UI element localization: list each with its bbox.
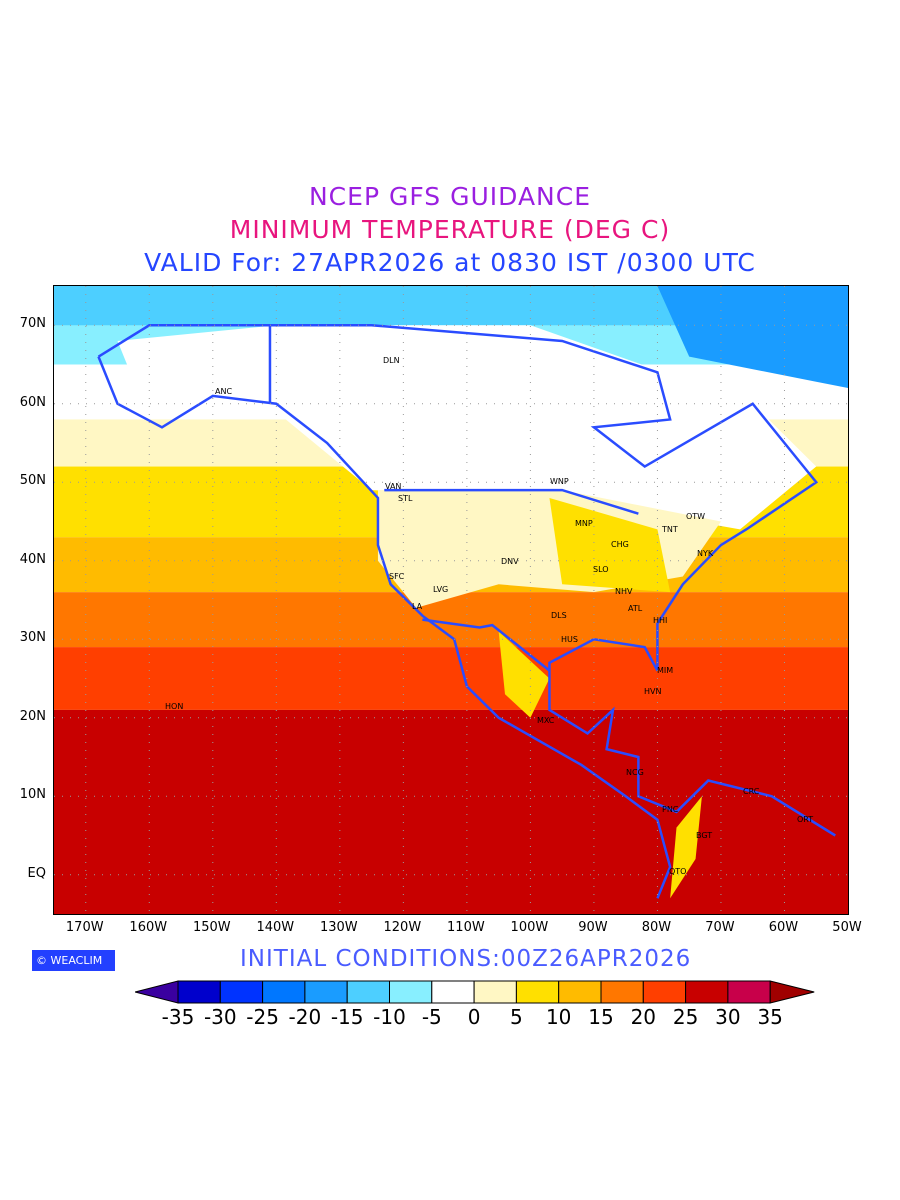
colorbar-swatch bbox=[727, 980, 771, 1004]
lon-label: 100W bbox=[510, 920, 549, 935]
lon-label: 110W bbox=[447, 920, 485, 935]
city-label-bgt: BGT bbox=[696, 831, 712, 840]
city-label-qto: QTO bbox=[669, 867, 686, 876]
lat-label: 70N bbox=[19, 316, 46, 332]
lat-label: 60N bbox=[19, 394, 46, 410]
colorbar-label: 0 bbox=[467, 1005, 481, 1029]
colorbar-label: -35 bbox=[161, 1005, 195, 1029]
colorbar-swatch bbox=[304, 980, 348, 1004]
colorbar-label: -30 bbox=[203, 1005, 237, 1029]
lat-label: 50N bbox=[19, 473, 46, 489]
title-line-1: NCEP GFS GUIDANCE bbox=[308, 182, 591, 211]
andes-highland bbox=[670, 796, 702, 899]
city-label-hon: HON bbox=[165, 702, 183, 711]
colorbar-under-arrow bbox=[135, 980, 179, 1004]
colorbar-label: -20 bbox=[288, 1005, 322, 1029]
colorbar-swatch bbox=[473, 980, 517, 1004]
lon-label: 50W bbox=[832, 920, 862, 935]
city-label-anc: ANC bbox=[215, 387, 232, 396]
us-east-region bbox=[549, 497, 671, 593]
city-label-ort: ORT bbox=[797, 815, 813, 824]
lon-label: 160W bbox=[129, 920, 168, 935]
colorbar-label: -25 bbox=[246, 1005, 279, 1029]
colorbar-label: 15 bbox=[588, 1005, 614, 1029]
initial-conditions: INITIAL CONDITIONS:00Z26APR2026 bbox=[240, 946, 692, 972]
city-label-nhv: NHV bbox=[615, 587, 633, 596]
colorbar-swatch bbox=[389, 980, 433, 1004]
city-label-chg: CHG bbox=[611, 540, 629, 549]
city-label-dls: DLS bbox=[551, 611, 567, 620]
colorbar-label: -10 bbox=[373, 1005, 406, 1029]
coastline bbox=[97, 324, 836, 899]
city-label-ncg: NCG bbox=[626, 768, 644, 777]
lat-label: 40N bbox=[19, 551, 46, 567]
colorbar-swatch bbox=[219, 980, 264, 1004]
city-label-atl: ATL bbox=[628, 604, 643, 613]
city-label-mnp: MNP bbox=[575, 519, 593, 528]
city-label-van: VAN bbox=[385, 482, 401, 491]
lat-label: 10N bbox=[19, 787, 46, 803]
city-label-lvg: LVG bbox=[433, 585, 448, 594]
title-line-3: VALID For: 27APR2026 at 0830 IST /0300 U… bbox=[144, 248, 756, 277]
title-line-2: MINIMUM TEMPERATURE (DEG C) bbox=[229, 215, 671, 244]
city-label-wnp: WNP bbox=[550, 477, 569, 486]
colorbar-label: 25 bbox=[672, 1005, 699, 1029]
lat-label: 30N bbox=[19, 630, 46, 646]
colorbar-label: 30 bbox=[715, 1005, 741, 1029]
city-label-dnv: DNV bbox=[501, 557, 519, 566]
colorbar bbox=[135, 980, 815, 1004]
temperature-band bbox=[54, 647, 848, 710]
lon-label: 70W bbox=[705, 920, 735, 935]
cold-region bbox=[657, 286, 848, 389]
lon-label: 150W bbox=[192, 920, 231, 935]
city-label-slo: SLO bbox=[593, 565, 609, 574]
colorbar-swatch bbox=[177, 980, 221, 1004]
lon-label: 130W bbox=[319, 920, 358, 935]
colorbar-label: 10 bbox=[545, 1005, 572, 1029]
colorbar-over-arrow bbox=[769, 980, 815, 1004]
city-label-hhi: HHI bbox=[653, 616, 667, 625]
lon-label: 60W bbox=[768, 920, 799, 935]
colorbar-swatch bbox=[685, 980, 729, 1004]
city-label-la: LA bbox=[412, 602, 423, 611]
colorbar-swatch bbox=[515, 980, 560, 1004]
lon-label: 170W bbox=[65, 920, 104, 935]
colorbar-label: 5 bbox=[510, 1005, 523, 1029]
lat-label: 20N bbox=[19, 708, 46, 724]
colorbar-swatch bbox=[558, 980, 602, 1004]
colorbar-label: 20 bbox=[630, 1005, 657, 1029]
borders bbox=[268, 325, 639, 672]
colorbar-label: -5 bbox=[421, 1005, 442, 1029]
lon-label: 120W bbox=[383, 920, 422, 935]
city-label-crc: CRC bbox=[743, 787, 760, 796]
colorbar-swatch bbox=[262, 980, 306, 1004]
city-label-pnc: PNC bbox=[662, 805, 679, 814]
city-label-mim: MIM bbox=[657, 666, 673, 675]
temperature-map: ANC DLN VAN STL WNP MNP TNT OTW CHG NYK DNV SLO SFC L… bbox=[53, 285, 849, 915]
colorbar-label: 35 bbox=[757, 1005, 783, 1029]
city-label-nyk: NYK bbox=[697, 549, 714, 558]
lat-label: EQ bbox=[27, 865, 46, 881]
colorbar-swatch bbox=[642, 980, 687, 1004]
city-label-sfc: SFC bbox=[389, 572, 405, 581]
colorbar-swatch bbox=[431, 980, 475, 1004]
city-label-hvn: HVN bbox=[644, 687, 661, 696]
temperature-band bbox=[54, 592, 848, 648]
city-label-tnt: TNT bbox=[661, 525, 678, 534]
lon-label: 80W bbox=[641, 920, 672, 935]
colorbar-swatch bbox=[600, 980, 644, 1004]
colorbar-label: -15 bbox=[330, 1005, 364, 1029]
city-label-hus: HUS bbox=[561, 635, 578, 644]
canada-region bbox=[117, 325, 817, 530]
mexico-highland bbox=[498, 631, 550, 718]
city-label-stl: STL bbox=[398, 494, 413, 503]
temperature-band bbox=[54, 709, 848, 914]
lon-label: 90W bbox=[578, 920, 608, 935]
lon-label: 140W bbox=[256, 920, 295, 935]
colorbar-swatch bbox=[346, 980, 390, 1004]
city-label-dln: DLN bbox=[383, 356, 400, 365]
city-label-mxc: MXC bbox=[537, 716, 555, 725]
city-label-otw: OTW bbox=[686, 512, 705, 521]
weaclim-logo: © WEACLIM bbox=[32, 950, 115, 971]
